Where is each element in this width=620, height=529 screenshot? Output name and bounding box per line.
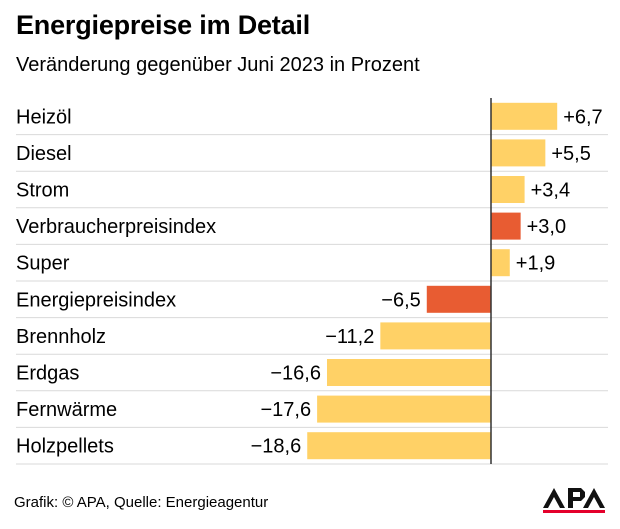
source-footer: Grafik: © APA, Quelle: Energieagentur	[14, 494, 269, 511]
value-label: +3,4	[531, 180, 570, 202]
category-label: Energiepreisindex	[16, 289, 176, 311]
category-label: Super	[16, 253, 70, 275]
value-label: +1,9	[516, 253, 555, 275]
category-label: Holzpellets	[16, 436, 114, 458]
bar	[317, 395, 491, 423]
chart-title: Energiepreise im Detail	[16, 10, 311, 40]
bar	[426, 285, 491, 313]
value-label: −6,5	[381, 289, 420, 311]
bar	[491, 102, 558, 130]
bar	[491, 176, 525, 203]
value-label: +6,7	[563, 106, 602, 128]
apa-logo	[543, 488, 605, 513]
value-label: −11,2	[325, 326, 374, 348]
category-label: Erdgas	[16, 363, 79, 385]
chart-subtitle: Veränderung gegenüber Juni 2023 in Proze…	[16, 54, 420, 76]
value-label: −17,6	[261, 399, 312, 421]
value-label: −16,6	[270, 363, 321, 385]
value-label: −18,6	[251, 436, 302, 458]
bar	[491, 139, 546, 167]
bar	[307, 432, 491, 460]
category-label: Heizöl	[16, 106, 72, 128]
value-label: +3,0	[527, 216, 566, 238]
category-label: Verbraucherpreisindex	[16, 216, 216, 238]
bar	[326, 359, 491, 386]
bar	[380, 322, 491, 350]
category-label: Fernwärme	[16, 399, 117, 421]
category-label: Strom	[16, 180, 69, 202]
value-label: +5,5	[551, 143, 590, 165]
category-label: Diesel	[16, 143, 72, 165]
category-label: Brennholz	[16, 326, 106, 348]
bar	[491, 212, 521, 240]
bar	[491, 249, 510, 277]
